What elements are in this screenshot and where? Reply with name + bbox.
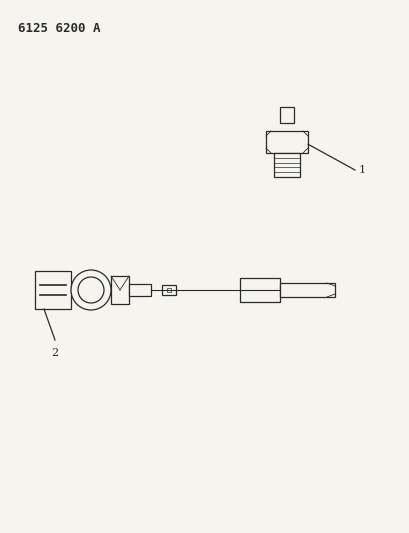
Text: 1: 1 bbox=[358, 165, 365, 175]
Circle shape bbox=[78, 277, 104, 303]
Text: 2: 2 bbox=[51, 348, 58, 358]
Bar bbox=[273, 153, 299, 177]
Bar bbox=[166, 288, 171, 292]
Bar bbox=[129, 284, 151, 296]
Bar bbox=[279, 107, 293, 123]
Bar bbox=[162, 285, 175, 295]
Text: 6125 6200 A: 6125 6200 A bbox=[18, 22, 100, 35]
Bar bbox=[111, 276, 129, 304]
Circle shape bbox=[71, 270, 111, 310]
Bar bbox=[279, 283, 334, 297]
Bar bbox=[265, 131, 307, 153]
Bar bbox=[239, 278, 279, 302]
Bar bbox=[35, 271, 71, 309]
